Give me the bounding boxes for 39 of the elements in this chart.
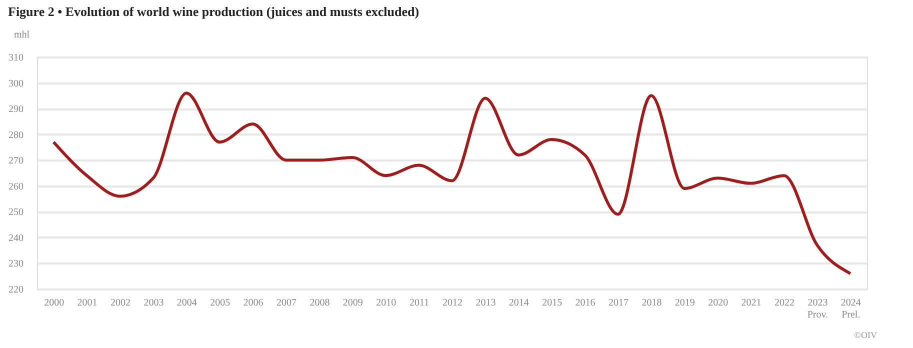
- x-tick-label: 2016: [575, 298, 596, 308]
- x-tick-label: 2007: [276, 298, 296, 308]
- line-series: [52, 92, 852, 276]
- x-tick-label: 2011: [409, 298, 430, 308]
- x-tick-label: 2013: [476, 298, 496, 308]
- x-tick-label: 2017: [608, 298, 628, 308]
- x-tick-label: 2023 Prov.: [807, 298, 828, 320]
- x-tick-label: 2018: [642, 298, 662, 308]
- x-tick-label: 2009: [342, 298, 363, 308]
- y-tick-label: 310: [8, 52, 24, 64]
- y-tick-label: 280: [8, 130, 24, 141]
- x-tick-label: 2015: [542, 298, 562, 308]
- x-tick-label: 2005: [210, 298, 230, 308]
- x-tick-label: 2002: [110, 298, 130, 308]
- x-tick-label: 2004: [176, 298, 197, 308]
- text: ©OIV: [854, 330, 878, 340]
- x-tick-label: 2003: [144, 298, 164, 308]
- y-tick-label: 220: [8, 284, 24, 296]
- x-tick-label: 2010: [376, 298, 396, 308]
- y-tick-label: 300: [8, 78, 24, 90]
- y-axis-title: mhl: [14, 30, 30, 40]
- y-tick-label: 240: [8, 232, 24, 244]
- chart-title: Figure 2 • Evolution of world wine production (juices and musts excluded): [8, 4, 420, 19]
- x-tick-label: 2021: [741, 298, 762, 308]
- y-tick-label: 260: [8, 181, 24, 192]
- y-tick-label: 290: [8, 104, 24, 116]
- y-tick-label: 250: [8, 207, 24, 218]
- x-tick-label: 2001: [77, 298, 98, 308]
- x-tick-label: 2020: [708, 298, 728, 308]
- y-tick-label: 230: [8, 258, 24, 270]
- x-tick-label: 2006: [243, 298, 264, 308]
- x-tick-label: 2019: [674, 298, 695, 308]
- x-tick-label: 2008: [310, 298, 330, 308]
- x-tick-label: 2024 Prel.: [840, 298, 861, 320]
- x-tick-label: 2022: [774, 298, 794, 308]
- x-tick-label: 2000: [44, 298, 64, 308]
- y-tick-label: 270: [8, 156, 24, 167]
- x-tick-label: 2014: [508, 298, 529, 308]
- x-tick-label: 2012: [442, 298, 462, 308]
